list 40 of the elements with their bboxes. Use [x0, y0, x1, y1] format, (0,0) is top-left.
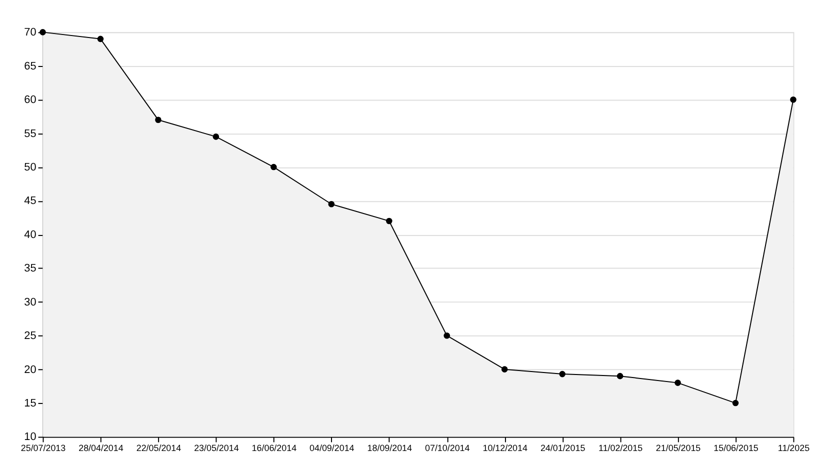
- point: [501, 366, 508, 372]
- y-tick-label: 25: [24, 330, 36, 342]
- point: [559, 370, 566, 378]
- point: [155, 116, 162, 123]
- x-tick-label: 16/06/2014: [252, 443, 297, 454]
- x-tick-label: 07/10/2014: [424, 443, 470, 454]
- y-tick-label: 65: [24, 60, 36, 72]
- x-tick-label: 28/04/2014: [78, 443, 124, 454]
- x-tick-label: 21/05/2015: [656, 443, 701, 454]
- point: [674, 380, 681, 386]
- y-tick-label: 60: [24, 94, 36, 106]
- y-tick-label: 55: [24, 128, 36, 140]
- y-tick-label: 35: [24, 262, 36, 275]
- y-tick-label: 20: [24, 364, 36, 376]
- x-tick-label: 22/05/2014: [136, 443, 182, 454]
- point: [97, 36, 104, 42]
- x-tick-label: 25/07/2013: [20, 443, 66, 454]
- y-tick-label: 30: [24, 296, 36, 308]
- point: [212, 134, 220, 140]
- point: [270, 164, 277, 170]
- point: [444, 332, 450, 339]
- point: [328, 200, 335, 208]
- y-tick-label: 50: [24, 162, 36, 174]
- point: [732, 400, 739, 406]
- y-tick-label: 45: [24, 195, 36, 208]
- x-tick-label: 24/01/2015: [540, 443, 586, 454]
- y-tick-label: 70: [24, 26, 36, 39]
- y-tick-label: 15: [24, 398, 36, 410]
- x-tick-label: 04/09/2014: [310, 443, 354, 454]
- y-tick-label: 10: [24, 431, 36, 444]
- x-tick-label: 23/05/2014: [194, 443, 239, 454]
- x-tick-label: 15/06/2015: [714, 443, 758, 454]
- x-tick-label: 10/12/2014: [482, 443, 528, 454]
- point: [790, 96, 796, 103]
- point: [386, 218, 392, 224]
- point: [616, 372, 624, 380]
- x-tick-label: 18/09/2014: [367, 443, 412, 454]
- x-tick-label: 11/02/2015: [598, 443, 643, 454]
- x-tick-label: 11/2025: [778, 443, 810, 454]
- y-tick-label: 40: [24, 228, 36, 241]
